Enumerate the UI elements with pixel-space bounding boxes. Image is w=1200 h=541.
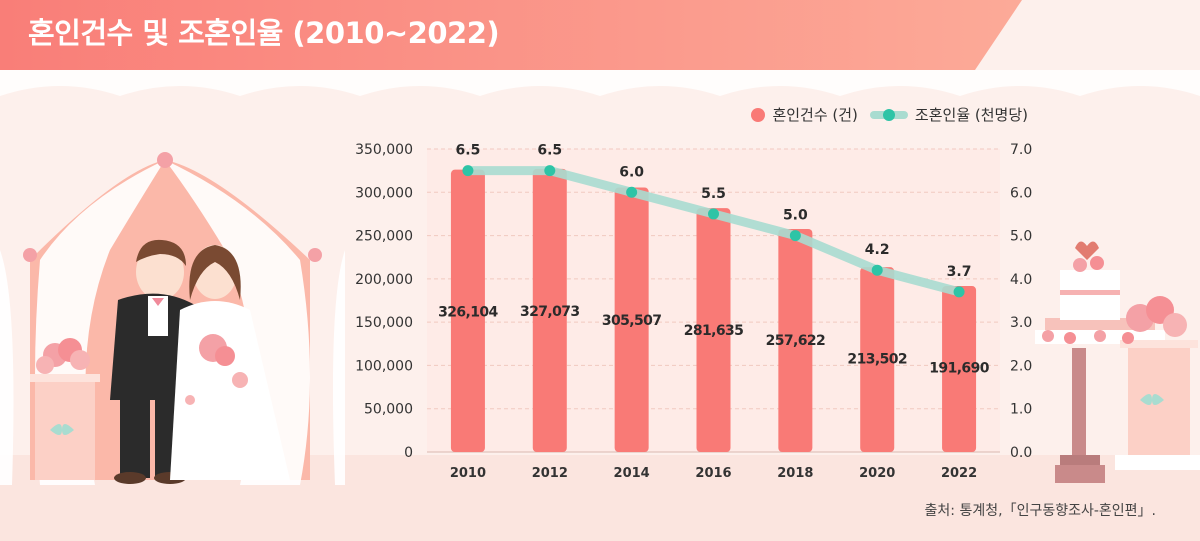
y-right-tick-label: 6.0: [1010, 185, 1032, 201]
legend-item-bar: 혼인건수 (건): [751, 104, 858, 125]
y-right-tick-label: 0.0: [1010, 445, 1032, 461]
source-note: 출처: 통계청,「인구동향조사-혼인편」.: [924, 503, 1156, 519]
line-point: [953, 286, 965, 298]
line-point: [871, 264, 883, 276]
y-right-tick-label: 5.0: [1010, 229, 1032, 245]
legend-line-swatch: [869, 108, 908, 121]
bar-value-label: 281,635: [684, 323, 744, 339]
line-series: [462, 165, 965, 298]
bar: [860, 267, 895, 452]
line-value-label: 6.5: [537, 143, 562, 159]
x-tick-label: 2012: [532, 466, 568, 481]
y-axis-right: 0.0 1.0 2.0 3.0 4.0 5.0 6.0 7.0: [1010, 142, 1032, 461]
line-value-label: 5.5: [701, 186, 726, 202]
x-tick-label: 2022: [941, 466, 977, 481]
legend-bar-label: 혼인건수 (건): [772, 106, 858, 124]
wedding-couple-illustration: [0, 152, 1200, 541]
y-right-tick-label: 1.0: [1010, 402, 1032, 418]
bar-value-label: 191,690: [929, 360, 989, 376]
x-axis: 2010 2012 2014 2016 2018 2020 2022: [450, 466, 977, 481]
line-value-label: 4.2: [865, 242, 890, 258]
title-banner: [0, 0, 1022, 70]
line-point: [544, 165, 556, 177]
line-value-label: 6.5: [456, 143, 481, 159]
y-axis-left: 0 50,000 100,000 150,000 200,000 250,000 300,0…: [355, 142, 413, 461]
y-left-tick-label: 0: [404, 445, 413, 461]
y-left-tick-label: 200,000: [355, 272, 413, 288]
legend-bar-swatch: [751, 107, 766, 122]
line-value-label: 3.7: [947, 264, 972, 280]
line-point: [626, 186, 638, 198]
x-tick-label: 2010: [450, 466, 486, 481]
bar-value-label: 213,502: [847, 351, 907, 367]
line-point: [708, 208, 719, 220]
bar-value-label: 326,104: [438, 304, 498, 320]
line-point: [789, 230, 801, 242]
wedding-cake-illustration: [1035, 241, 1200, 483]
line-point: [462, 165, 474, 177]
x-tick-label: 2020: [859, 466, 895, 481]
bar: [778, 228, 813, 452]
x-tick-label: 2016: [695, 466, 731, 481]
legend-line-label: 조혼인율 (천명당): [914, 106, 1028, 124]
y-left-tick-label: 100,000: [355, 358, 413, 374]
bar: [614, 187, 649, 452]
bar-value-label: 305,507: [602, 313, 662, 329]
y-right-tick-label: 7.0: [1010, 142, 1032, 158]
y-right-tick-label: 4.0: [1010, 272, 1032, 288]
bar: [942, 286, 977, 452]
y-right-tick-label: 2.0: [1010, 358, 1032, 374]
x-tick-label: 2018: [777, 466, 813, 481]
y-right-tick-label: 3.0: [1010, 315, 1032, 331]
x-tick-label: 2014: [614, 466, 650, 481]
bar-series: [450, 168, 977, 452]
line-value-label: 5.0: [783, 208, 808, 224]
line-value-labels: 6.5 6.5 6.0 5.5 5.0 4.2 3.7: [456, 143, 972, 280]
bar-value-label: 327,073: [520, 304, 580, 320]
bar: [532, 168, 567, 452]
bar-value-labels: 326,104 327,073 305,507 281,635 257,622 213,5…: [438, 304, 990, 376]
curtain-swag-decoration: [0, 70, 1200, 96]
y-left-tick-label: 50,000: [364, 402, 413, 418]
line-value-label: 6.0: [619, 164, 644, 180]
bar-value-label: 257,622: [766, 333, 826, 349]
bar: [450, 169, 485, 452]
y-left-tick-label: 300,000: [355, 185, 413, 201]
y-left-tick-label: 350,000: [355, 142, 413, 158]
y-left-tick-label: 150,000: [355, 315, 413, 331]
bar: [696, 208, 731, 452]
page-title: 혼인건수 및 조혼인율 (2010~2022): [28, 16, 500, 50]
legend-item-line: 조혼인율 (천명당): [869, 104, 1028, 125]
y-left-tick-label: 250,000: [355, 229, 413, 245]
chart-legend: 혼인건수 (건) 조혼인율 (천명당): [751, 104, 1028, 125]
